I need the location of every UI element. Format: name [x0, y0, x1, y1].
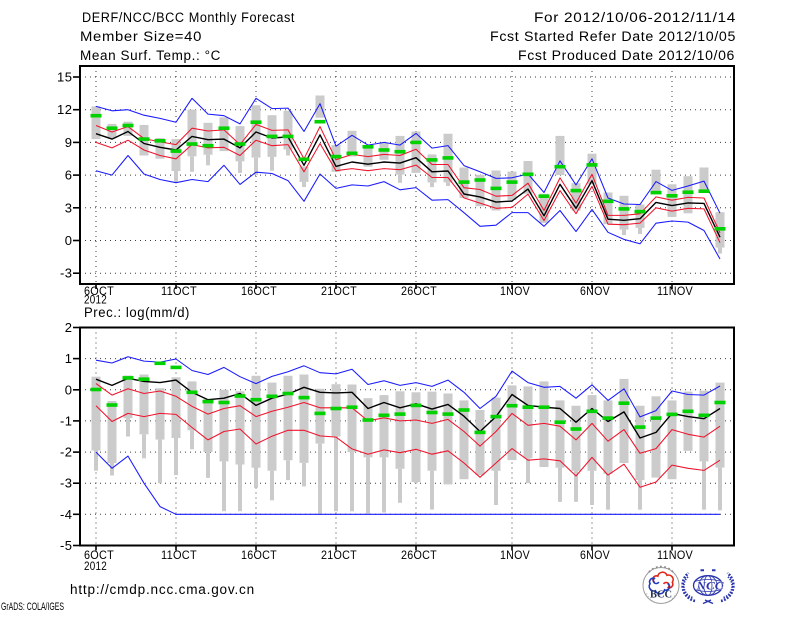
svg-text:6OCT: 6OCT: [84, 284, 114, 298]
svg-text:-3: -3: [60, 266, 73, 281]
svg-text:-2: -2: [60, 445, 73, 460]
svg-text:DERF/NCC/BCC Monthly Forecast: DERF/NCC/BCC Monthly Forecast: [82, 10, 295, 25]
svg-text:-4: -4: [60, 507, 73, 522]
svg-text:-1: -1: [60, 413, 73, 428]
svg-text:0: 0: [65, 382, 73, 397]
svg-text:6NOV: 6NOV: [580, 284, 610, 298]
svg-text:26OCT: 26OCT: [401, 284, 437, 298]
svg-text:0: 0: [65, 233, 73, 248]
svg-text:12: 12: [57, 102, 72, 117]
svg-text:-3: -3: [60, 476, 73, 491]
svg-text:6: 6: [65, 168, 73, 183]
svg-text:9: 9: [65, 135, 73, 150]
svg-text:Prec.: log(mm/d): Prec.: log(mm/d): [84, 305, 190, 320]
svg-text:15: 15: [57, 70, 72, 85]
svg-text:http://cmdp.ncc.cma.gov.cn: http://cmdp.ncc.cma.gov.cn: [70, 582, 255, 597]
svg-text:1: 1: [65, 351, 73, 366]
svg-text:Mean Surf. Temp.: °C: Mean Surf. Temp.: °C: [80, 48, 221, 63]
svg-text:2: 2: [65, 320, 73, 335]
svg-text:6NOV: 6NOV: [580, 548, 610, 562]
svg-text:2012: 2012: [84, 559, 107, 573]
svg-text:BCC: BCC: [650, 590, 672, 601]
svg-text:26OCT: 26OCT: [401, 548, 437, 562]
svg-text:GrADS: COLA/IGES: GrADS: COLA/IGES: [1, 601, 64, 613]
svg-text:Member Size=40: Member Size=40: [80, 29, 202, 44]
svg-text:21OCT: 21OCT: [321, 548, 357, 562]
svg-text:1NOV: 1NOV: [500, 284, 530, 298]
svg-text:11OCT: 11OCT: [161, 284, 197, 298]
svg-text:Fcst Started Refer Date 2012/1: Fcst Started Refer Date 2012/10/05: [490, 29, 736, 44]
svg-text:3: 3: [65, 200, 73, 215]
svg-text:2012: 2012: [84, 293, 107, 307]
svg-text:6OCT: 6OCT: [84, 548, 114, 562]
svg-text:21OCT: 21OCT: [321, 284, 357, 298]
svg-text:1NOV: 1NOV: [500, 548, 530, 562]
svg-text:For 2012/10/06-2012/11/14: For 2012/10/06-2012/11/14: [534, 10, 736, 25]
svg-text:16OCT: 16OCT: [241, 548, 277, 562]
svg-text:11OCT: 11OCT: [161, 548, 197, 562]
svg-text:11NOV: 11NOV: [657, 284, 693, 298]
svg-text:16OCT: 16OCT: [241, 284, 277, 298]
svg-text:NCC: NCC: [695, 581, 724, 593]
svg-text:Fcst Produced Date 2012/10/06: Fcst Produced Date 2012/10/06: [518, 48, 735, 63]
svg-text:11NOV: 11NOV: [657, 548, 693, 562]
svg-text:-5: -5: [60, 538, 73, 553]
